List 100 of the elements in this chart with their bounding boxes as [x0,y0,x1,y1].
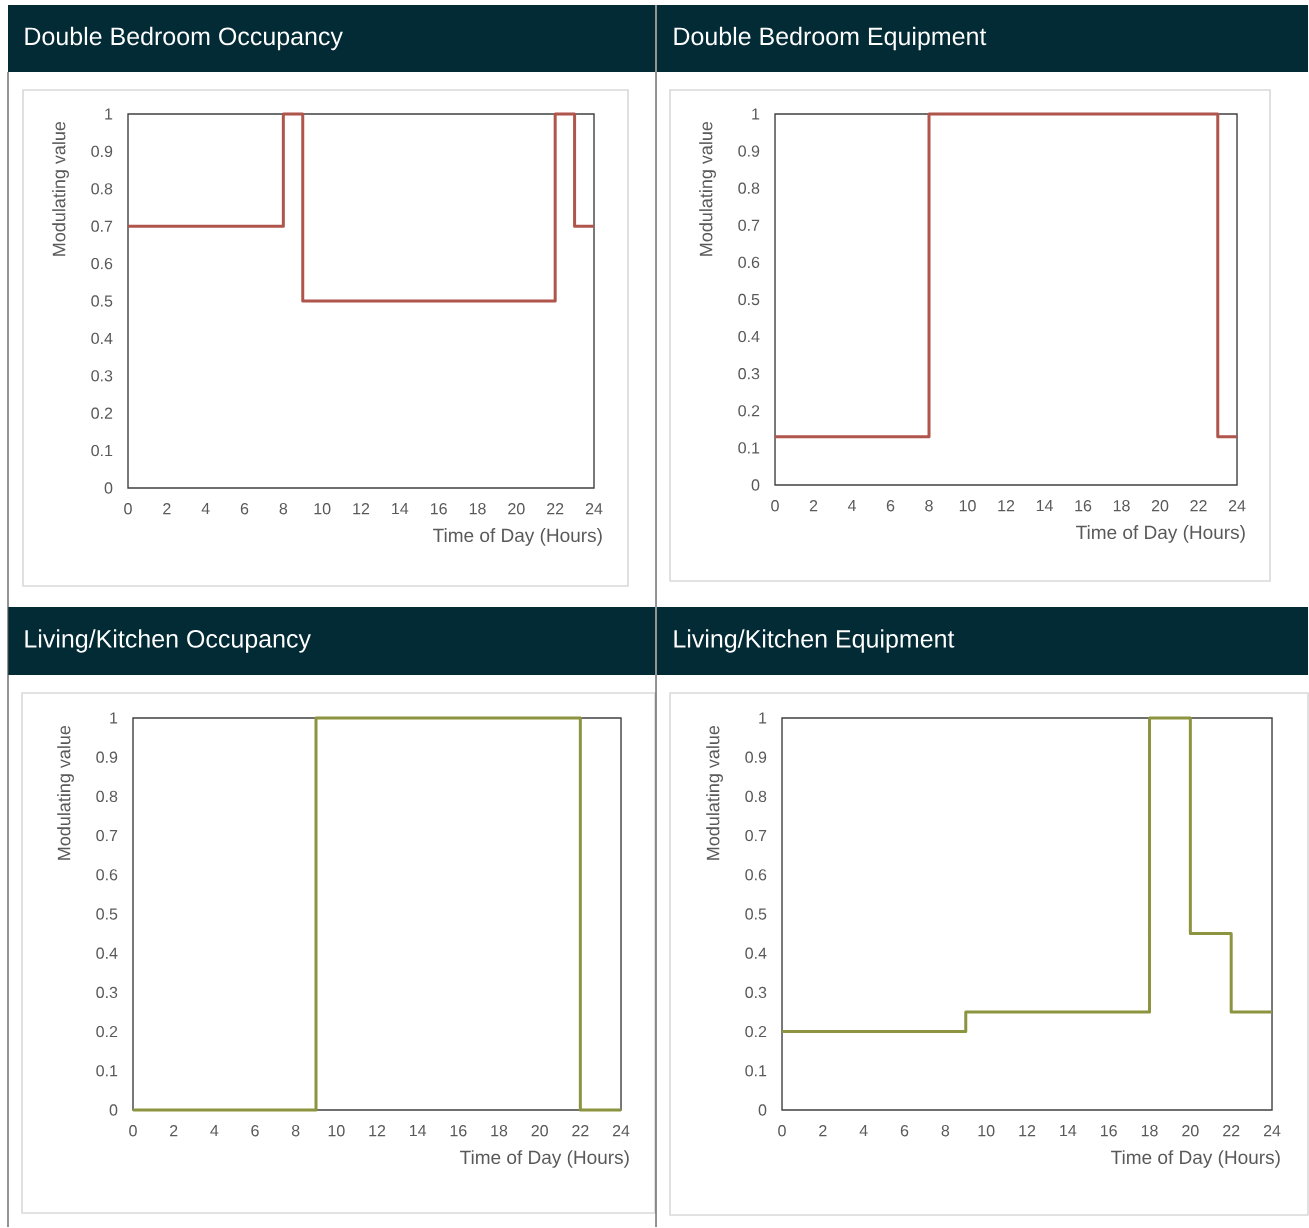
x-tick-label: 18 [1113,500,1130,512]
y-axis-title: Modulating value [699,122,716,256]
y-tick-label: 1 [752,108,760,120]
x-tick-label: 2 [163,503,171,515]
x-axis-title: Time of Day (Hours) [1076,525,1245,544]
x-tick-label: 22 [1190,500,1207,512]
x-tick-label: 18 [1141,1125,1158,1137]
x-tick-label: 24 [1228,500,1246,512]
y-tick-label: 0.5 [745,908,767,920]
y-tick-label: 1 [759,712,767,724]
x-tick-label: 12 [353,503,370,515]
x-tick-label: 20 [1182,1125,1199,1137]
x-tick-label: 10 [959,500,976,512]
y-tick-label: 0.6 [738,256,760,269]
x-tick-label: 8 [941,1125,950,1137]
x-tick-label: 6 [900,1125,909,1137]
chart-title: Double Bedroom Equipment [674,27,987,51]
y-tick-label: 0.6 [91,258,113,270]
y-tick-label: 0.3 [96,986,118,999]
x-tick-label: 16 [450,1125,467,1137]
x-tick-label: 24 [1263,1125,1281,1137]
y-tick-label: 0.1 [96,1065,118,1077]
x-axis-title: Time of Day (Hours) [433,528,602,547]
y-tick-label: 0.1 [738,442,760,454]
x-tick-label: 4 [210,1125,219,1137]
x-tick-label: 10 [314,503,331,515]
x-tick-label: 24 [585,503,603,515]
y-tick-label: 0.7 [738,219,760,232]
x-tick-label: 0 [778,1125,786,1137]
x-tick-label: 14 [392,503,409,515]
y-tick-label: 0.3 [745,986,767,999]
x-tick-label: 0 [129,1125,137,1137]
y-tick-label: 0.3 [738,368,760,380]
y-tick-label: 0.5 [738,294,760,306]
x-tick-label: 14 [1036,500,1053,512]
x-tick-label: 14 [410,1125,427,1137]
x-tick-label: 18 [491,1125,508,1137]
x-tick-label: 4 [859,1125,868,1137]
y-tick-label: 0.6 [745,869,767,881]
x-tick-label: 16 [1075,500,1092,512]
y-tick-label: 0.5 [96,908,118,920]
x-tick-label: 8 [291,1125,300,1137]
y-tick-label: 0.8 [96,790,118,803]
chart-title: Living/Kitchen Occupancy [25,629,311,653]
y-tick-label: 0.9 [745,751,767,764]
y-axis-title: Modulating value [706,726,723,860]
x-tick-label: 16 [431,503,447,515]
x-tick-label: 12 [998,500,1015,512]
x-tick-label: 6 [886,500,895,512]
x-tick-label: 24 [612,1125,630,1137]
x-tick-label: 22 [1223,1125,1240,1137]
x-tick-label: 2 [809,500,818,512]
x-tick-label: 0 [124,503,132,515]
x-axis-title: Time of Day (Hours) [460,1150,629,1169]
y-tick-label: 0 [109,1104,118,1116]
x-tick-label: 10 [328,1125,345,1137]
y-tick-label: 0.9 [91,145,113,158]
x-tick-label: 2 [819,1125,827,1137]
y-tick-label: 0 [104,482,113,494]
y-tick-label: 0.2 [738,405,760,417]
x-tick-label: 8 [279,503,288,515]
y-tick-label: 0.3 [91,370,113,382]
x-tick-label: 14 [1060,1125,1077,1137]
y-tick-label: 0.4 [96,947,118,960]
y-tick-label: 0.8 [91,183,113,195]
y-tick-label: 1 [105,108,113,120]
x-tick-label: 22 [547,503,564,515]
y-tick-label: 0.4 [745,947,767,960]
y-tick-label: 0.9 [96,751,118,764]
x-tick-label: 22 [572,1125,589,1137]
x-tick-label: 2 [170,1125,178,1137]
x-tick-label: 16 [1101,1125,1117,1137]
x-tick-label: 20 [508,503,525,515]
x-tick-label: 6 [251,1125,259,1137]
y-tick-label: 0 [751,479,760,491]
x-tick-label: 4 [201,503,210,515]
y-tick-label: 0.8 [738,182,760,195]
y-tick-label: 0.1 [745,1065,767,1077]
y-axis-title: Modulating value [52,122,69,256]
x-tick-label: 0 [771,500,779,512]
y-tick-label: 0.5 [91,295,113,307]
y-tick-label: 0.4 [738,331,760,343]
x-tick-label: 20 [531,1125,548,1137]
x-tick-label: 6 [240,503,249,515]
x-tick-label: 4 [847,500,856,512]
y-tick-label: 0.2 [91,407,113,420]
y-tick-label: 0.6 [96,869,118,881]
y-tick-label: 0.7 [745,830,767,842]
y-tick-label: 0.2 [96,1026,118,1038]
x-tick-label: 12 [1019,1125,1036,1137]
y-tick-label: 1 [110,712,118,724]
x-tick-label: 20 [1151,500,1169,512]
x-tick-label: 18 [469,503,486,515]
x-tick-label: 8 [925,500,933,512]
x-axis-title: Time of Day (Hours) [1111,1150,1280,1169]
y-tick-label: 0.4 [91,332,113,345]
chart-title: Double Bedroom Occupancy [25,27,343,51]
y-tick-label: 0.9 [738,145,760,157]
y-tick-label: 0 [758,1104,767,1116]
x-tick-label: 12 [369,1125,386,1137]
